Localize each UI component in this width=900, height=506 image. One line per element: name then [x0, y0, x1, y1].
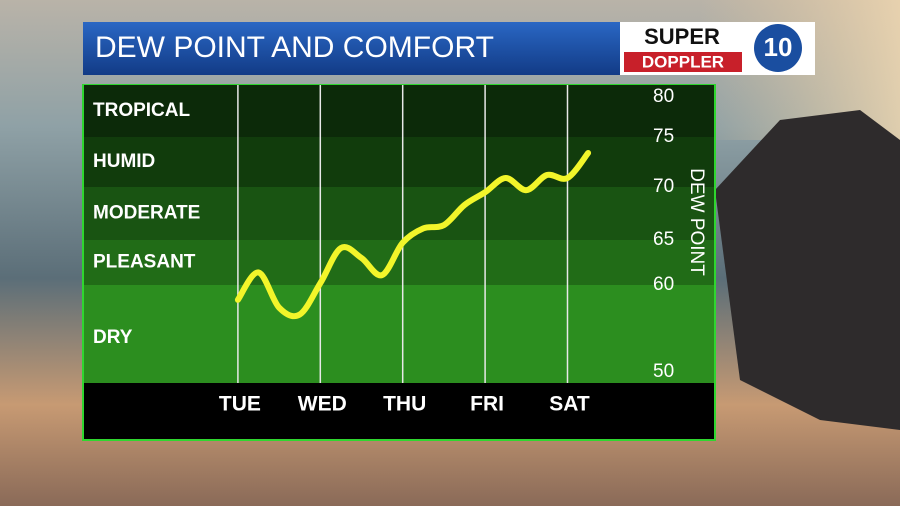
- y-tick-label: 70: [653, 176, 674, 197]
- x-tick-label: THU: [383, 393, 426, 416]
- logo-bottom: DOPPLER: [642, 52, 724, 71]
- band-label: TROPICAL: [93, 100, 191, 121]
- comfort-band: [84, 187, 714, 240]
- y-tick-label: 60: [653, 274, 674, 295]
- band-label: PLEASANT: [93, 252, 196, 273]
- logo-band: [624, 52, 742, 72]
- x-tick-label: SAT: [549, 393, 590, 416]
- logo-circle: [754, 24, 802, 72]
- comfort-band: [84, 137, 714, 187]
- band-label: MODERATE: [93, 203, 200, 224]
- rocks: [715, 110, 900, 430]
- x-tick-label: WED: [298, 393, 347, 416]
- y-axis-label: DEW POINT: [686, 168, 707, 276]
- x-tick-label: TUE: [219, 393, 261, 416]
- y-tick-label: 75: [653, 126, 674, 147]
- comfort-band: [84, 85, 714, 137]
- x-tick-label: FRI: [470, 393, 504, 416]
- band-label: HUMID: [93, 151, 155, 172]
- chart: TROPICAL HUMID MODERATE PLEASANT DRY 50 60 65 70…: [82, 84, 716, 441]
- y-tick-label: 50: [653, 361, 674, 382]
- y-tick-label: 80: [653, 86, 674, 107]
- y-tick-label: 65: [653, 229, 674, 250]
- logo-number: 10: [764, 32, 793, 62]
- title: DEW POINT AND COMFORT: [95, 31, 494, 64]
- logo-top: SUPER: [644, 24, 720, 49]
- comfort-band: [84, 285, 714, 383]
- dew-point-line: [234, 150, 592, 320]
- band-label: DRY: [93, 327, 133, 348]
